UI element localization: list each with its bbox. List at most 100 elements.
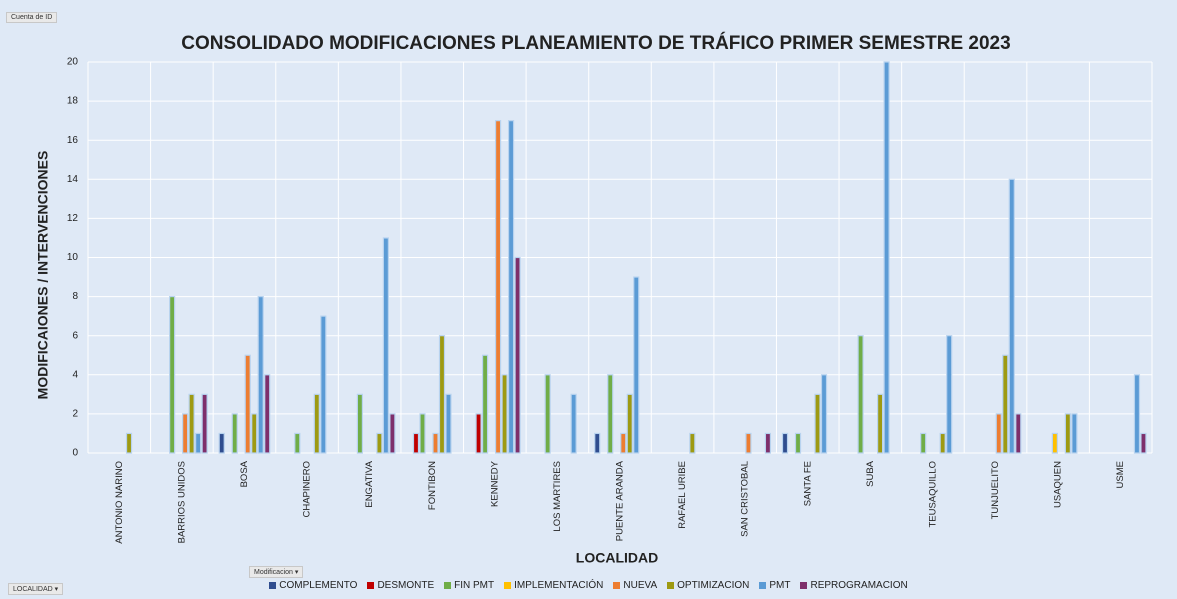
bar — [814, 393, 821, 454]
legend-item: PMT — [759, 580, 790, 591]
y-tick-label: 20 — [67, 57, 79, 68]
bar — [514, 256, 521, 454]
legend-item: REPROGRAMACION — [800, 580, 908, 591]
bar — [1015, 413, 1022, 454]
legend-item: FIN PMT — [444, 580, 494, 591]
bar — [1064, 413, 1071, 454]
x-tick-label: BARRIOS UNIDOS — [176, 461, 187, 543]
y-tick-label: 10 — [67, 252, 79, 263]
bar — [257, 296, 264, 454]
legend-item: OPTIMIZACION — [667, 580, 749, 591]
x-tick-label: ENGATIVA — [364, 460, 375, 507]
x-axis-label: LOCALIDAD — [576, 550, 658, 566]
bar — [313, 393, 320, 454]
bar — [494, 120, 502, 454]
bar — [356, 393, 363, 454]
x-tick-label: CHAPINERO — [302, 461, 313, 517]
legend-swatch — [444, 582, 452, 589]
legend-label: DESMONTE — [377, 580, 435, 591]
bar — [251, 413, 258, 454]
bar — [570, 393, 577, 454]
bar — [877, 393, 884, 454]
legend-item: DESMONTE — [367, 580, 434, 591]
legend-swatch — [367, 582, 375, 589]
y-tick-label: 2 — [72, 409, 78, 420]
legend-label: REPROGRAMACION — [810, 580, 908, 591]
x-tick-label: SUBA — [865, 460, 876, 487]
bar — [294, 432, 301, 454]
legend-label: FIN PMT — [454, 580, 495, 591]
x-tick-label: ANTONIO NARINO — [114, 461, 125, 544]
y-tick-label: 12 — [67, 213, 79, 224]
x-tick-label: BOSA — [239, 460, 250, 487]
label: Modificacion — [254, 569, 293, 576]
bar — [995, 413, 1002, 454]
bar — [820, 374, 828, 454]
x-tick-label: FONTIBON — [427, 461, 438, 510]
x-tick-label: LOS MARTIRES — [552, 461, 563, 532]
bar — [857, 335, 864, 454]
bar — [689, 432, 696, 454]
bar — [264, 374, 271, 454]
legend-label: PMT — [769, 580, 791, 591]
bar — [475, 413, 482, 454]
y-tick-label: 8 — [72, 291, 78, 302]
values-field-button[interactable]: Cuenta de ID — [6, 12, 58, 23]
legend-swatch — [800, 582, 808, 589]
legend-swatch — [667, 582, 675, 589]
bar — [382, 237, 389, 454]
bar — [218, 432, 225, 454]
chart-title: CONSOLIDADO MODIFICACIONES PLANEAMIENTO … — [181, 32, 1010, 54]
bar — [1133, 374, 1141, 454]
legend-label: COMPLEMENTO — [279, 580, 358, 591]
bar — [412, 432, 420, 454]
y-tick-label: 4 — [72, 369, 78, 380]
legend-swatch — [269, 582, 277, 589]
bar — [594, 432, 601, 454]
bar — [376, 432, 383, 454]
bar — [244, 354, 251, 454]
x-tick-label: SANTA FE — [802, 461, 813, 506]
bar — [125, 432, 133, 454]
bar — [544, 374, 551, 454]
legend: COMPLEMENTO DESMONTE FIN PMT IMPLEMENTACIÓN… — [0, 580, 1177, 591]
legend-swatch — [613, 582, 621, 589]
bar — [946, 335, 953, 454]
legend-item: COMPLEMENTO — [269, 580, 357, 591]
bar — [920, 432, 927, 454]
bar — [195, 432, 202, 454]
bar — [939, 432, 946, 454]
legend-swatch — [759, 582, 767, 589]
bar — [507, 120, 515, 454]
bar — [1051, 432, 1058, 454]
bar — [626, 393, 633, 454]
bar — [438, 335, 446, 454]
legend-item: NUEVA — [613, 580, 657, 591]
y-tick-label: 6 — [72, 330, 78, 341]
bar — [1002, 354, 1009, 454]
bar — [231, 413, 238, 454]
legend-label: IMPLEMENTACIÓN — [514, 580, 604, 591]
axis-field-button[interactable]: LOCALIDAD ▾ — [8, 583, 64, 595]
x-tick-label: KENNEDY — [489, 460, 500, 507]
x-tick-label: USME — [1115, 461, 1126, 488]
bar — [745, 432, 752, 454]
legend-label: OPTIMIZACION — [677, 580, 750, 591]
bar — [794, 432, 802, 454]
x-tick-label: SAN CRISTOBAL — [740, 461, 751, 537]
bar — [620, 432, 627, 454]
x-tick-label: TUNJUELITO — [990, 461, 1001, 519]
legend-item: IMPLEMENTACIÓN — [504, 580, 603, 591]
y-tick-label: 18 — [67, 96, 79, 107]
bar — [781, 432, 789, 454]
y-axis-label: MODIFICAIONES / INTERVENCIONES — [35, 151, 51, 400]
bar — [320, 315, 327, 454]
bar — [501, 374, 508, 454]
x-tick-label: USAQUEN — [1053, 461, 1064, 508]
bar — [169, 296, 176, 454]
bar — [607, 374, 614, 454]
bar — [445, 393, 452, 454]
series-field-button[interactable]: Modificacion ▾ — [249, 566, 304, 578]
